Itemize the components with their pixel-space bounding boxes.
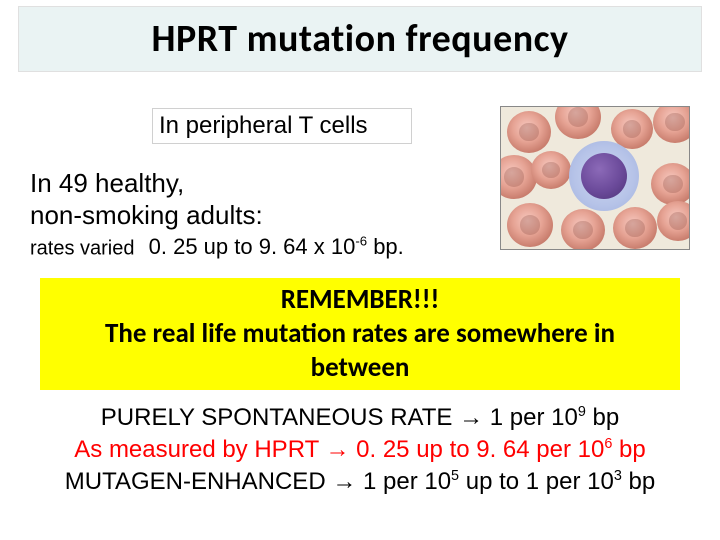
- title-text: HPRT mutation frequency: [152, 16, 569, 62]
- remember-box: REMEMBER!!! The real life mutation rates…: [40, 278, 680, 390]
- r3-mid1: 1 per 10: [356, 468, 451, 495]
- rates-lead: rates varied: [30, 237, 135, 259]
- study-line-2: non-smoking adults:: [30, 200, 263, 231]
- arrow-icon: →: [332, 468, 356, 495]
- remember-text: REMEMBER!!! The real life mutation rates…: [105, 283, 615, 384]
- remember-line-3: between: [311, 351, 410, 384]
- slide: HPRT mutation frequency In peripheral T …: [0, 0, 720, 540]
- r1-pre: PURELY SPONTANEOUS RATE: [101, 404, 459, 431]
- remember-line-2: The real life mutation rates are somewhe…: [105, 317, 615, 350]
- r3-pre: MUTAGEN-ENHANCED: [65, 468, 333, 495]
- blood-smear-image: [500, 106, 690, 250]
- study-line-1: In 49 healthy,: [30, 168, 184, 199]
- r2-post: bp: [612, 436, 645, 463]
- rates-sup: -6: [355, 234, 367, 249]
- r3-post: bp: [622, 468, 655, 495]
- rates-values: 0. 25 up to 9. 64 x 10-6 bp.: [149, 234, 404, 259]
- r2-mid: 0. 25 up to 9. 64 per 10: [349, 436, 604, 463]
- rates-pre: 0. 25 up to 9. 64 x 10: [149, 234, 356, 259]
- t-cell-icon: [569, 141, 639, 211]
- r3-mid2: up to 1 per 10: [459, 468, 614, 495]
- r2-pre: As measured by HPRT: [74, 436, 325, 463]
- rate-line-spontaneous: PURELY SPONTANEOUS RATE → 1 per 109 bp: [0, 404, 720, 432]
- arrow-icon: →: [325, 436, 349, 463]
- subtitle-text: In peripheral T cells: [159, 112, 368, 140]
- subtitle-box: In peripheral T cells: [152, 108, 412, 144]
- rate-line-hprt: As measured by HPRT → 0. 25 up to 9. 64 …: [0, 436, 720, 464]
- rate-line-mutagen: MUTAGEN-ENHANCED → 1 per 105 up to 1 per…: [0, 468, 720, 496]
- r1-post: bp: [586, 404, 619, 431]
- r1-sup: 9: [578, 404, 586, 420]
- arrow-icon: →: [459, 404, 483, 431]
- rates-line: rates varied 0. 25 up to 9. 64 x 10-6 bp…: [30, 234, 404, 260]
- r1-mid: 1 per 10: [483, 404, 578, 431]
- rates-post: bp.: [367, 234, 404, 259]
- r3-sup2: 3: [614, 468, 622, 484]
- remember-line-1: REMEMBER!!!: [281, 283, 440, 316]
- r3-sup1: 5: [451, 468, 459, 484]
- title-bar: HPRT mutation frequency: [18, 6, 702, 72]
